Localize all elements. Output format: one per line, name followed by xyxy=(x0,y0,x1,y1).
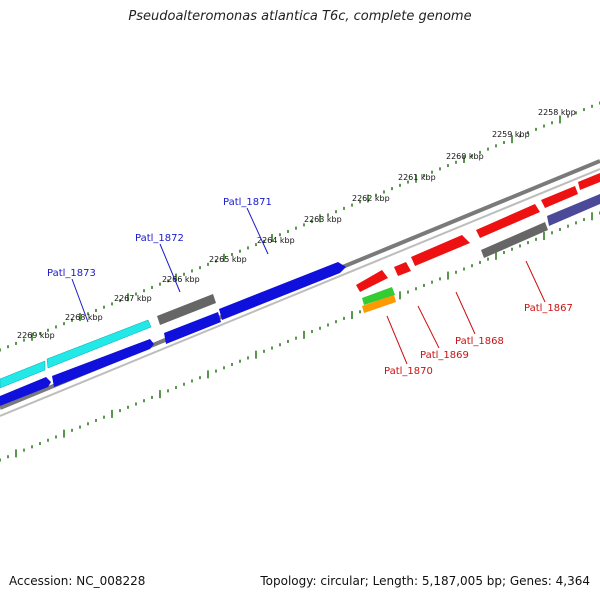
gene-navy[interactable] xyxy=(547,194,600,226)
gene-red-5[interactable] xyxy=(541,186,578,208)
gene-orange[interactable] xyxy=(362,295,396,313)
leader-patl-1871 xyxy=(246,207,269,255)
scale-label-2263: 2263 kbp xyxy=(304,215,342,224)
gene-blue-3[interactable] xyxy=(164,312,221,344)
gene-label-patl-1873[interactable]: Patl_1873 xyxy=(47,268,96,279)
accession-text: Accession: NC_008228 xyxy=(9,574,146,588)
gene-label-patl-1871[interactable]: Patl_1871 xyxy=(223,197,272,208)
gene-label-patl-1872[interactable]: Patl_1872 xyxy=(135,233,184,244)
gene-label-patl-1867[interactable]: Patl_1867 xyxy=(524,303,573,314)
leader-patl-1869 xyxy=(417,305,440,349)
genes xyxy=(0,173,600,406)
scale-label-2268: 2268 kbp xyxy=(65,313,103,322)
gene-label-patl-1870[interactable]: Patl_1870 xyxy=(384,366,433,377)
leader-patl-1870 xyxy=(386,315,408,365)
gene-red-2[interactable] xyxy=(394,262,411,276)
gene-red-6[interactable] xyxy=(578,173,600,190)
scale-label-2267: 2267 kbp xyxy=(114,294,152,303)
scale-label-2269: 2269 kbp xyxy=(17,331,55,340)
gene-cyan-2[interactable] xyxy=(46,319,152,369)
leader-patl-1873 xyxy=(71,278,89,323)
scale-label-2265: 2265 kbp xyxy=(209,255,247,264)
gene-blue-left[interactable] xyxy=(0,377,51,406)
scale-label-2258: 2258 kbp xyxy=(538,108,576,117)
gene-red-1[interactable] xyxy=(356,270,388,292)
scale-label-2262: 2262 kbp xyxy=(352,194,390,203)
scale-label-2259: 2259 kbp xyxy=(492,130,530,139)
gene-red-4[interactable] xyxy=(476,204,540,238)
gene-label-patl-1868[interactable]: Patl_1868 xyxy=(455,336,504,347)
leader-patl-1868 xyxy=(455,291,476,335)
scale-label-2260: 2260 kbp xyxy=(446,152,484,161)
label-leaders xyxy=(71,207,546,365)
scale-labels: 2258 kbp 2259 kbp 2260 kbp 2261 kbp 2262… xyxy=(17,108,576,340)
gene-labels: Patl_1873 Patl_1872 Patl_1871 Patl_1870 … xyxy=(47,197,573,377)
genome-summary-text: Topology: circular; Length: 5,187,005 bp… xyxy=(260,574,590,588)
scale-label-2261: 2261 kbp xyxy=(398,173,436,182)
gene-cyan-1[interactable] xyxy=(0,360,46,389)
scale-label-2266: 2266 kbp xyxy=(162,275,200,284)
gene-gray-1[interactable] xyxy=(157,294,216,325)
scale-label-2264: 2264 kbp xyxy=(257,236,295,245)
gene-red-3[interactable] xyxy=(411,235,470,266)
gene-label-patl-1869[interactable]: Patl_1869 xyxy=(420,350,469,361)
gene-blue-long[interactable] xyxy=(219,262,346,320)
gene-blue-2[interactable] xyxy=(52,339,154,387)
leader-patl-1867 xyxy=(525,260,546,303)
leader-patl-1872 xyxy=(159,243,181,293)
backbone-line-lower xyxy=(0,168,600,417)
map-title: Pseudoalteromonas atlantica T6c, complet… xyxy=(128,9,472,24)
gene-green[interactable] xyxy=(362,287,395,305)
gene-gray-2[interactable] xyxy=(481,222,548,258)
